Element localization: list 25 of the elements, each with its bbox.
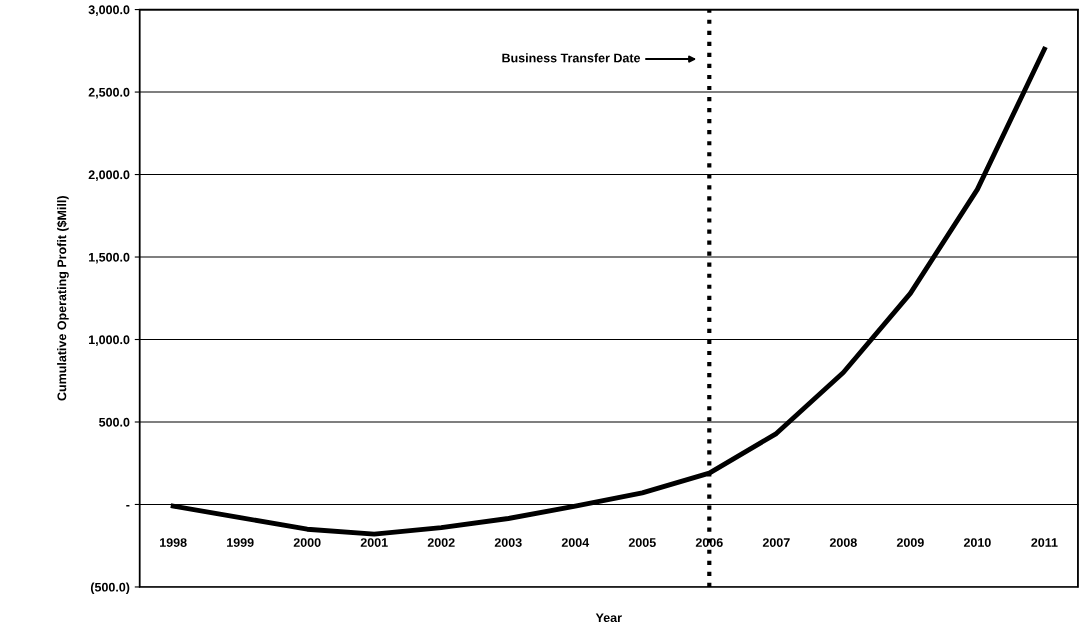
x-tick-label: 1999 bbox=[227, 538, 254, 547]
x-tick-label: 2000 bbox=[293, 538, 321, 547]
y-tick-label: 2,000.0 bbox=[88, 170, 130, 181]
x-tick-label: 2009 bbox=[896, 538, 924, 547]
x-tick-label: 2003 bbox=[494, 538, 522, 548]
x-tick-label: 2004 bbox=[561, 538, 590, 547]
y-tick-label: 3,000.0 bbox=[88, 5, 130, 17]
x-tick-label: 2005 bbox=[628, 538, 656, 547]
x-tick-label: 2011 bbox=[1031, 538, 1058, 547]
x-tick-label: 2002 bbox=[427, 538, 455, 547]
y-tick-label: 1,500.0 bbox=[89, 252, 130, 264]
y-tick-label: 2,500.0 bbox=[88, 87, 130, 99]
y-axis-title: Cumulative Operating Profit ($Mill) bbox=[56, 196, 69, 401]
ref-line-label: Business Transfer Date bbox=[502, 53, 641, 63]
x-tick-label: 2007 bbox=[762, 538, 790, 547]
x-tick-label: 2008 bbox=[829, 538, 857, 547]
x-tick-label: 2010 bbox=[963, 538, 991, 547]
x-tick-label: 2001 bbox=[360, 538, 388, 547]
y-tick-label: 1,000.0 bbox=[89, 335, 130, 346]
y-tick-label: - bbox=[126, 505, 130, 507]
x-tick-label: 1998 bbox=[160, 538, 187, 547]
x-tick-label: 2006 bbox=[695, 538, 723, 547]
y-tick-label: 500.0 bbox=[99, 417, 130, 427]
x-axis-title: Year bbox=[595, 613, 622, 623]
y-tick-label: (500.0) bbox=[90, 582, 130, 595]
